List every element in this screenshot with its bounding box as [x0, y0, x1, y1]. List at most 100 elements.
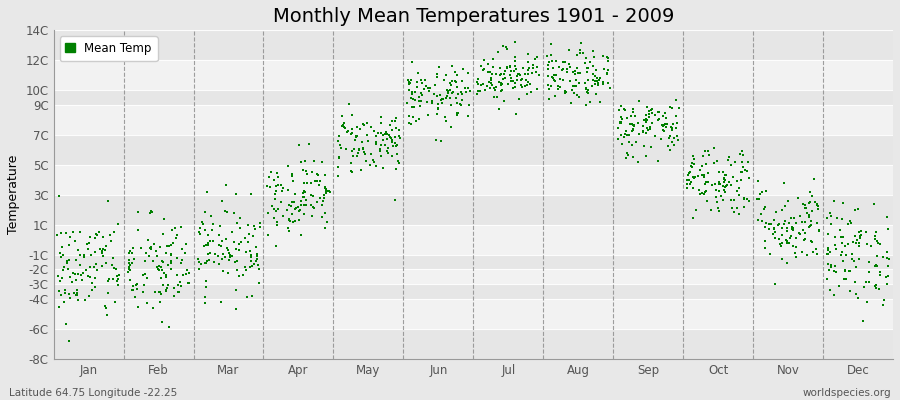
Point: [170, 272, 184, 278]
Point: [485, 71, 500, 77]
Point: [122, 257, 136, 264]
Point: [821, 251, 835, 257]
Point: [576, 50, 590, 56]
Point: [867, 201, 881, 208]
Point: [493, 88, 508, 94]
Point: [106, 255, 121, 261]
Point: [441, 88, 455, 94]
Point: [367, 128, 382, 134]
Point: [504, 75, 518, 82]
Point: [454, 78, 469, 84]
Point: [773, 241, 788, 248]
Point: [626, 121, 640, 128]
Point: [734, 177, 748, 184]
Point: [130, 280, 145, 287]
Point: [484, 75, 499, 81]
Point: [443, 87, 457, 93]
Point: [701, 170, 716, 176]
Point: [648, 112, 662, 118]
Point: [730, 205, 744, 212]
Point: [130, 304, 145, 310]
Point: [872, 272, 886, 278]
Point: [659, 114, 673, 121]
Point: [332, 155, 347, 161]
Point: [104, 238, 119, 244]
Point: [299, 167, 313, 174]
Point: [544, 58, 559, 64]
Point: [222, 256, 237, 263]
Point: [500, 65, 515, 72]
Point: [70, 297, 85, 303]
Point: [239, 266, 254, 273]
Point: [181, 270, 195, 277]
Point: [197, 293, 211, 300]
Point: [81, 246, 95, 252]
Point: [109, 266, 123, 272]
Point: [546, 72, 561, 78]
Point: [378, 142, 392, 149]
Point: [562, 47, 576, 54]
Point: [626, 121, 641, 128]
Point: [331, 164, 346, 170]
Point: [528, 69, 543, 75]
Point: [758, 244, 772, 251]
Point: [346, 130, 360, 136]
Point: [195, 221, 210, 227]
Point: [371, 130, 385, 136]
Point: [734, 159, 749, 166]
Point: [384, 136, 399, 143]
Point: [762, 221, 777, 228]
Point: [670, 132, 684, 139]
Point: [198, 260, 212, 266]
Point: [369, 163, 383, 169]
Point: [573, 50, 588, 56]
Point: [736, 196, 751, 202]
Bar: [54, 165, 893, 195]
Point: [556, 59, 571, 66]
Point: [284, 199, 299, 205]
Point: [864, 242, 878, 249]
Point: [435, 95, 449, 102]
Point: [446, 89, 460, 95]
Point: [122, 266, 137, 272]
Point: [83, 264, 97, 271]
Point: [651, 117, 665, 124]
Point: [483, 69, 498, 76]
Point: [477, 87, 491, 94]
Point: [876, 302, 890, 308]
Point: [193, 231, 207, 237]
Point: [774, 243, 788, 250]
Point: [824, 221, 839, 227]
Point: [687, 156, 701, 162]
Point: [360, 132, 374, 138]
Point: [639, 153, 653, 160]
Point: [766, 231, 780, 238]
Point: [410, 84, 425, 90]
Point: [590, 75, 605, 81]
Point: [136, 288, 150, 295]
Point: [425, 100, 439, 106]
Point: [94, 250, 109, 256]
Point: [454, 91, 469, 98]
Point: [412, 98, 427, 104]
Point: [54, 292, 68, 298]
Point: [69, 277, 84, 283]
Point: [688, 174, 702, 180]
Point: [510, 73, 525, 79]
Point: [430, 74, 445, 80]
Point: [336, 123, 350, 129]
Point: [806, 238, 820, 245]
Point: [412, 94, 427, 100]
Point: [124, 287, 139, 293]
Point: [566, 83, 580, 89]
Point: [401, 113, 416, 119]
Point: [165, 226, 179, 233]
Point: [421, 112, 436, 118]
Point: [335, 112, 349, 119]
Point: [263, 184, 277, 190]
Point: [462, 102, 476, 108]
Point: [274, 198, 289, 205]
Point: [701, 178, 716, 185]
Point: [590, 91, 604, 98]
Point: [227, 239, 241, 246]
